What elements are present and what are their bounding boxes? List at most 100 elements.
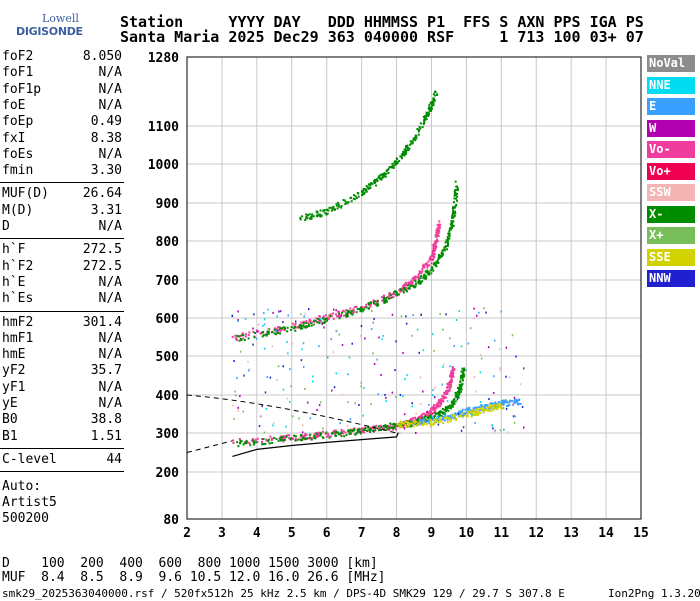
echo-point (387, 296, 390, 299)
echo-point (439, 399, 442, 402)
echo-point (414, 139, 417, 142)
echo-point (338, 315, 341, 318)
echo-point (425, 115, 428, 118)
echo-point (288, 434, 291, 437)
echo-point (473, 413, 476, 416)
echo-point (421, 270, 424, 273)
echo-point (454, 212, 457, 215)
echo-point (344, 431, 347, 434)
echo-point (512, 402, 514, 405)
legend-entry: Vo- (647, 141, 695, 158)
x-tick-label: 9 (428, 526, 436, 541)
echo-point (450, 414, 453, 417)
param-name: foEp (2, 114, 34, 130)
echo-point (385, 300, 388, 303)
echo-point (359, 307, 362, 310)
echo-point (301, 324, 304, 327)
echo-point (396, 425, 399, 428)
param-value: N/A (98, 274, 122, 290)
echo-point (344, 202, 347, 205)
echo-point (254, 438, 257, 441)
echo-point (408, 147, 411, 150)
echo-point (469, 412, 472, 415)
echo-point (345, 309, 348, 312)
echo-point (313, 319, 316, 322)
echo-point (370, 427, 373, 430)
echo-point (361, 190, 364, 193)
echo-point (456, 386, 459, 389)
param-value: 1.51 (90, 428, 122, 444)
param-row: M(D) 3.31 (2, 203, 122, 219)
echo-point (408, 423, 411, 426)
echo-point (254, 441, 257, 444)
echo-point (276, 378, 278, 381)
echo-point (486, 404, 489, 407)
echo-point (289, 368, 291, 371)
echo-point (290, 325, 293, 328)
echo-point (391, 391, 394, 394)
echo-point (445, 390, 448, 393)
echo-point (313, 320, 316, 323)
echo-point (396, 292, 399, 295)
echo-point (326, 212, 329, 215)
echo-point (453, 398, 456, 401)
echo-point (379, 177, 382, 180)
echo-point (381, 176, 384, 179)
param-name: h`E (2, 274, 26, 290)
echo-point (267, 438, 270, 441)
echo-point (446, 244, 449, 247)
echo-point (394, 369, 396, 372)
echo-point (448, 375, 451, 378)
echo-point (361, 192, 364, 195)
echo-point (450, 386, 453, 389)
echo-point (361, 193, 364, 196)
param-row: foF1p N/A (2, 82, 122, 98)
echo-point (385, 172, 388, 175)
echo-point (436, 415, 439, 418)
echo-point (421, 268, 424, 271)
echo-point (382, 300, 385, 303)
echo-point (431, 406, 434, 409)
echo-point (438, 413, 441, 416)
echo-point (443, 397, 446, 400)
echo-point (311, 437, 314, 440)
echo-point (448, 417, 451, 420)
echo-point (355, 432, 358, 435)
echo-point (448, 390, 451, 393)
echo-point (286, 330, 289, 333)
echo-point (455, 319, 458, 322)
echo-point (441, 253, 444, 256)
echo-point (354, 195, 357, 198)
echo-point (421, 126, 424, 129)
echo-point (342, 314, 345, 317)
echo-point (383, 175, 386, 178)
echo-point (440, 401, 443, 404)
echo-point (237, 320, 239, 323)
echo-point (389, 166, 392, 169)
echo-point (454, 188, 457, 191)
param-row: B0 38.8 (2, 412, 122, 428)
echo-point (340, 311, 343, 314)
echo-point (492, 406, 495, 409)
echo-point (442, 328, 444, 331)
echo-point (328, 206, 331, 209)
param-name: fxI (2, 130, 26, 146)
echo-point (423, 423, 426, 426)
echo-point (325, 212, 328, 215)
y-tick-label: 700 (156, 274, 180, 289)
x-tick-label: 12 (528, 526, 544, 541)
param-name: yE (2, 396, 18, 411)
echo-point (325, 314, 328, 317)
echo-point (432, 269, 435, 272)
echo-point (460, 414, 463, 417)
echo-point (262, 324, 264, 327)
echo-point (426, 419, 429, 422)
echo-point (277, 365, 280, 368)
echo-point (514, 401, 517, 404)
echo-point (418, 125, 421, 128)
echo-point (399, 424, 402, 427)
param-name: h`F2 (2, 258, 34, 274)
echo-point (305, 320, 308, 323)
echo-point (498, 348, 501, 351)
echo-point (365, 429, 368, 432)
